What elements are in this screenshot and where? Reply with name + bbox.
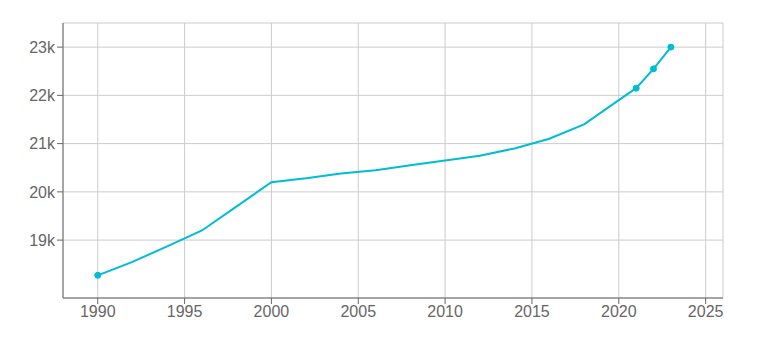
svg-text:20k: 20k bbox=[29, 184, 56, 201]
svg-text:2010: 2010 bbox=[427, 303, 463, 320]
svg-text:2020: 2020 bbox=[601, 303, 637, 320]
svg-text:2005: 2005 bbox=[340, 303, 376, 320]
svg-text:2025: 2025 bbox=[688, 303, 724, 320]
svg-text:23k: 23k bbox=[29, 39, 56, 56]
svg-text:19k: 19k bbox=[29, 232, 56, 249]
svg-text:21k: 21k bbox=[29, 135, 56, 152]
svg-text:2015: 2015 bbox=[514, 303, 550, 320]
svg-text:2000: 2000 bbox=[254, 303, 290, 320]
svg-text:22k: 22k bbox=[29, 87, 56, 104]
svg-text:1990: 1990 bbox=[80, 303, 116, 320]
svg-text:1995: 1995 bbox=[167, 303, 203, 320]
